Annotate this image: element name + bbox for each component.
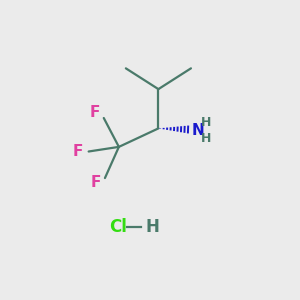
Text: F: F [89,105,100,120]
Text: F: F [90,175,101,190]
Text: H: H [145,218,159,236]
Text: Cl: Cl [109,218,127,236]
Text: H: H [201,132,211,145]
Text: N: N [192,122,205,137]
Text: F: F [73,144,83,159]
Text: H: H [201,116,211,129]
